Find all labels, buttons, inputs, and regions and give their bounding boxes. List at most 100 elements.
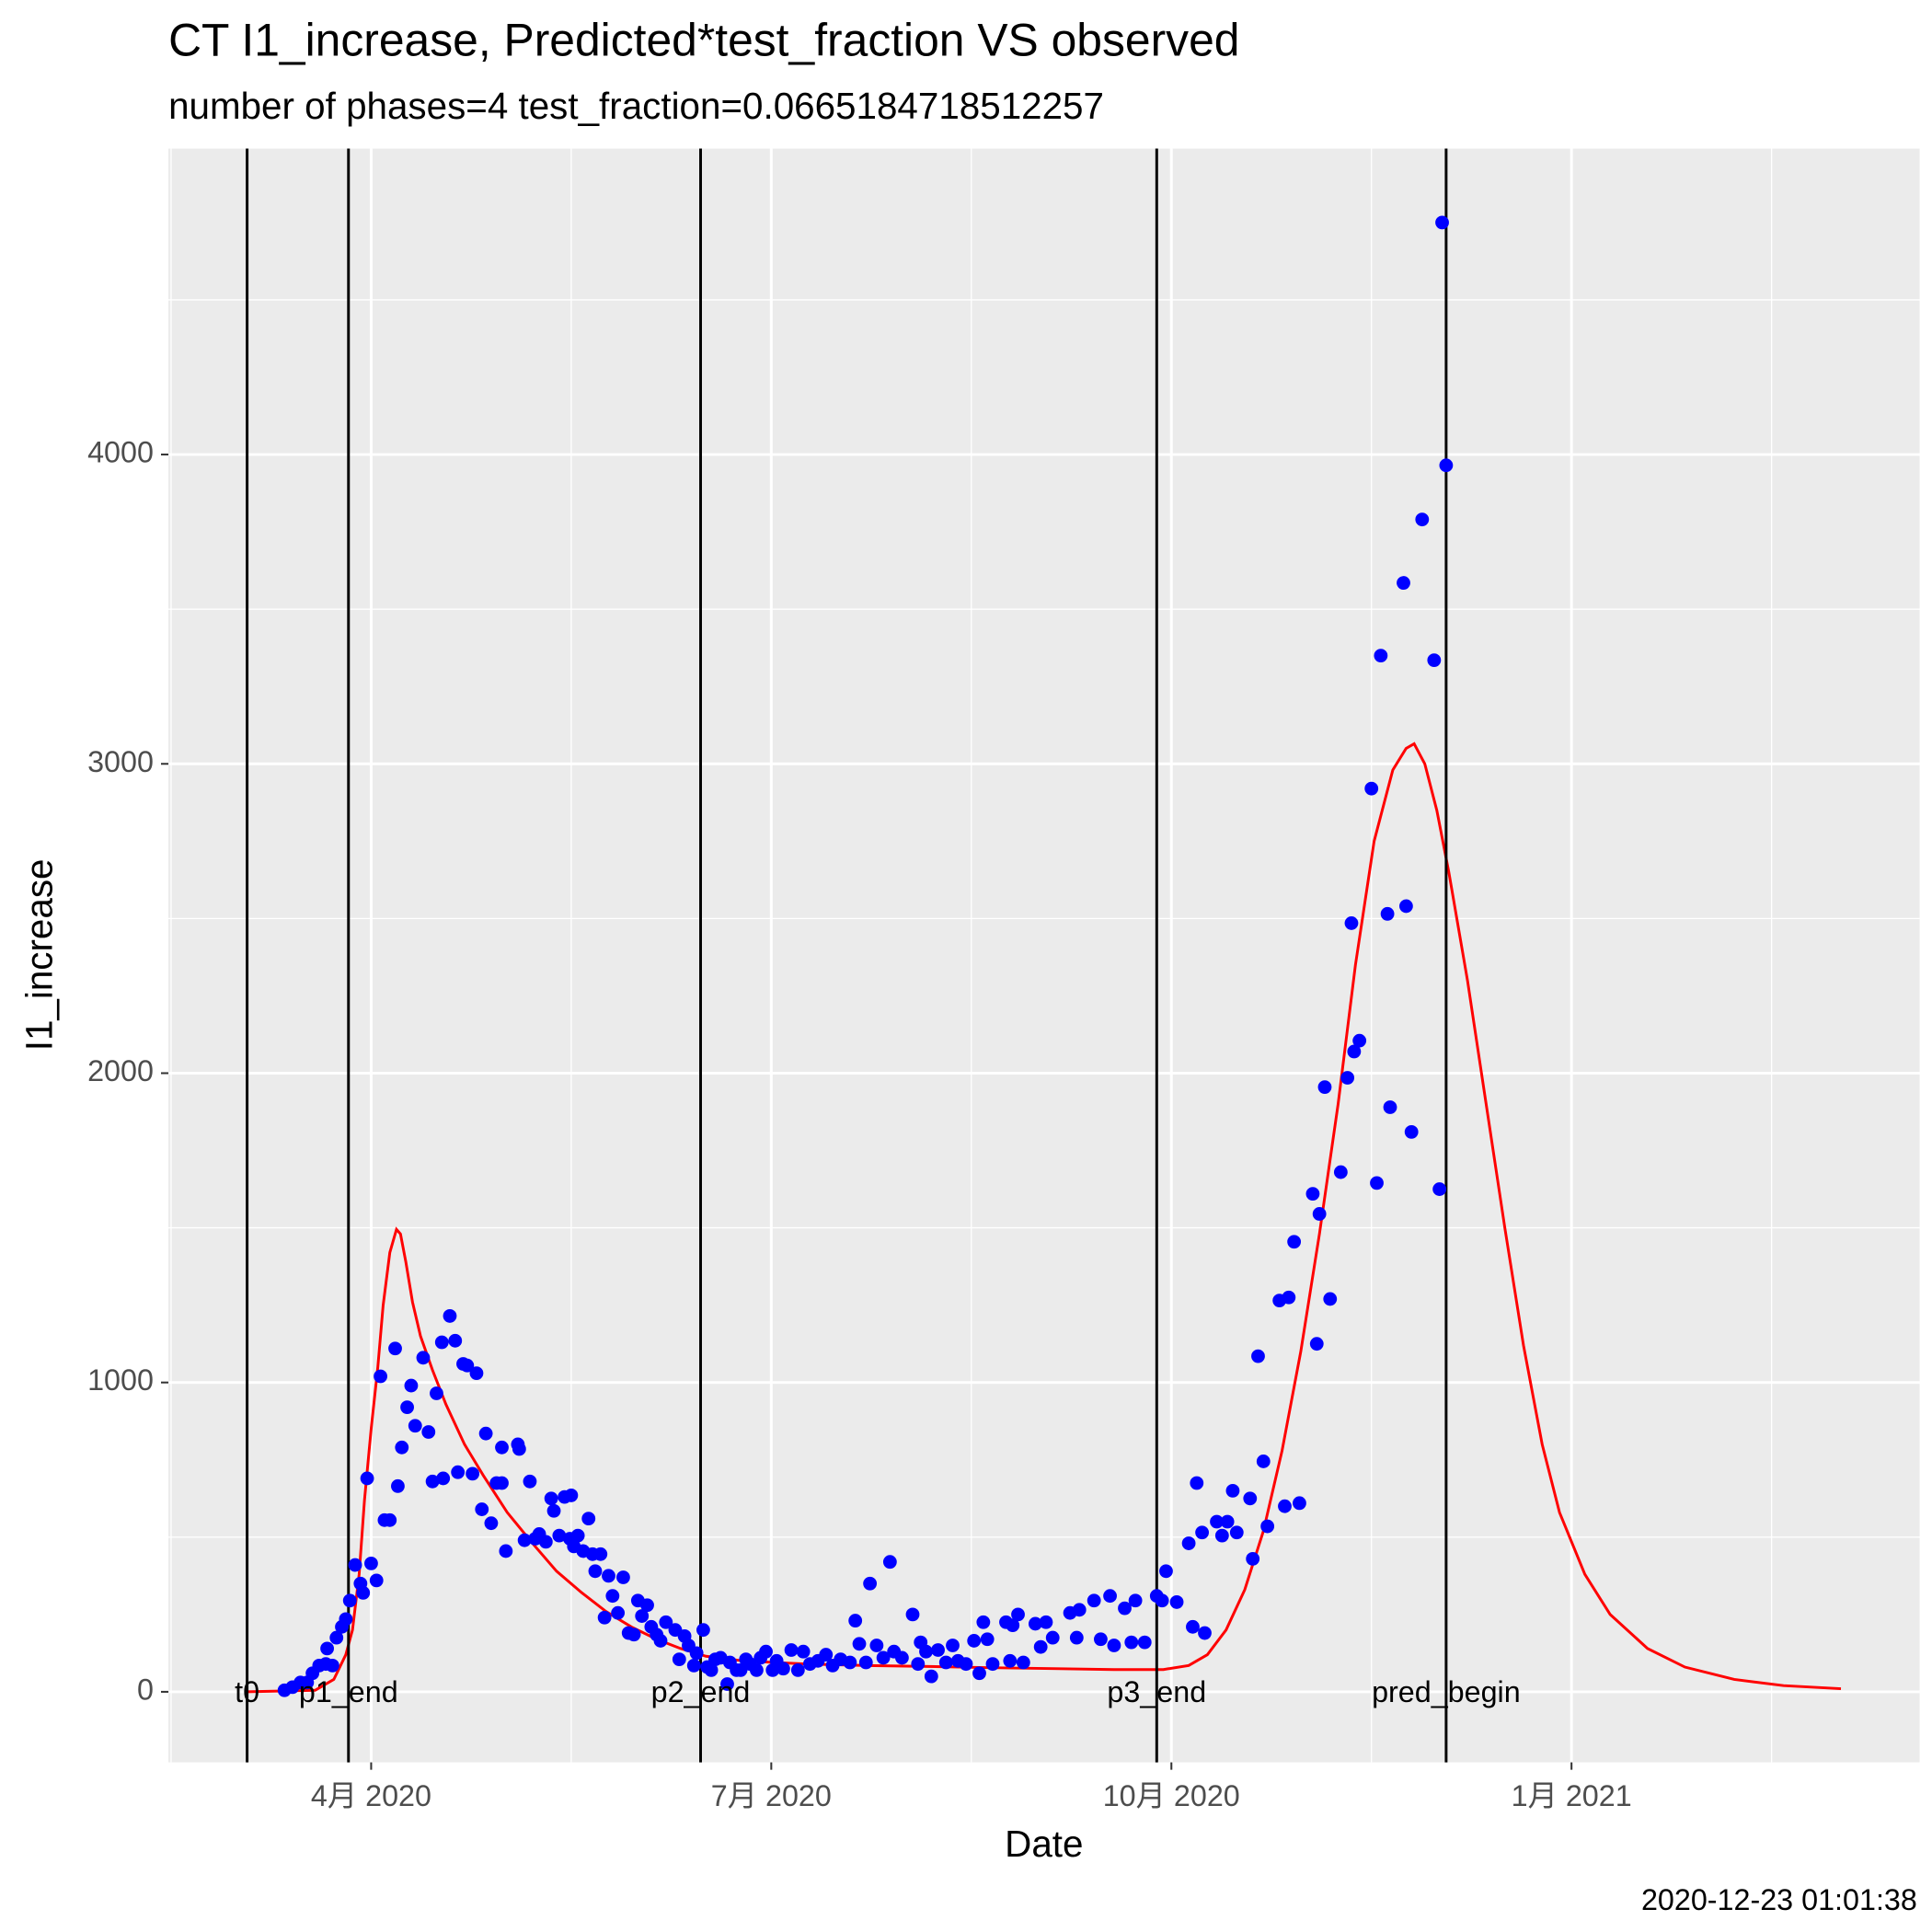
- observed-point: [342, 1593, 357, 1608]
- observed-point: [605, 1589, 620, 1604]
- y-tick-label: 2000: [87, 1054, 154, 1087]
- observed-point: [478, 1426, 493, 1441]
- observed-point: [356, 1585, 371, 1600]
- observed-point: [1435, 215, 1449, 230]
- observed-point: [1072, 1603, 1087, 1617]
- observed-point: [1198, 1626, 1212, 1640]
- observed-point: [1229, 1525, 1244, 1540]
- observed-point: [1181, 1536, 1196, 1550]
- observed-point: [448, 1333, 463, 1348]
- y-axis-label: I1_increase: [17, 859, 60, 1052]
- observed-point: [1195, 1525, 1210, 1540]
- observed-point: [776, 1662, 790, 1676]
- observed-point: [408, 1419, 422, 1433]
- phase-label: p3_end: [1107, 1675, 1206, 1708]
- observed-point: [1169, 1595, 1184, 1609]
- observed-point: [967, 1634, 982, 1648]
- observed-point: [672, 1652, 686, 1667]
- observed-point: [1124, 1635, 1139, 1650]
- observed-point: [689, 1646, 704, 1661]
- observed-point: [659, 1615, 673, 1629]
- observed-point: [848, 1614, 863, 1627]
- observed-point: [1087, 1593, 1101, 1608]
- y-tick-label: 1000: [87, 1363, 154, 1397]
- observed-point: [451, 1465, 466, 1479]
- observed-point: [329, 1630, 344, 1645]
- observed-point: [1103, 1589, 1117, 1604]
- observed-point: [1415, 512, 1430, 527]
- observed-point: [391, 1478, 405, 1493]
- observed-point: [627, 1627, 641, 1642]
- observed-point: [404, 1378, 419, 1393]
- observed-point: [475, 1502, 489, 1516]
- observed-point: [852, 1637, 867, 1651]
- x-axis-label: Date: [1005, 1823, 1083, 1865]
- observed-point: [1251, 1349, 1265, 1363]
- observed-point: [696, 1623, 710, 1638]
- observed-point: [400, 1400, 414, 1415]
- observed-point: [546, 1503, 561, 1518]
- observed-point: [611, 1605, 626, 1620]
- observed-point: [1094, 1632, 1108, 1647]
- observed-point: [523, 1474, 537, 1489]
- observed-point: [588, 1564, 603, 1579]
- observed-point: [1287, 1235, 1302, 1249]
- observed-point: [1210, 1514, 1224, 1529]
- observed-point: [1128, 1593, 1143, 1608]
- observed-point: [843, 1655, 857, 1670]
- observed-point: [1383, 1100, 1397, 1114]
- y-tick-label: 3000: [87, 745, 154, 778]
- observed-point: [1317, 1080, 1332, 1095]
- observed-point: [1137, 1635, 1152, 1650]
- observed-point: [784, 1643, 799, 1657]
- x-tick-label: 1月 2021: [1512, 1779, 1632, 1812]
- observed-point: [460, 1358, 475, 1373]
- observed-point: [374, 1369, 387, 1384]
- observed-point: [369, 1573, 384, 1588]
- observed-point: [863, 1576, 878, 1591]
- observed-point: [1214, 1528, 1229, 1543]
- panel: [168, 148, 1920, 1763]
- phase-label: t0: [235, 1675, 259, 1708]
- x-tick-label: 7月 2020: [711, 1779, 832, 1812]
- observed-point: [348, 1558, 362, 1572]
- observed-point: [1190, 1476, 1204, 1490]
- observed-point: [360, 1471, 374, 1486]
- observed-point: [564, 1489, 579, 1502]
- observed-point: [819, 1648, 834, 1662]
- observed-point: [602, 1569, 615, 1583]
- observed-point: [749, 1662, 764, 1677]
- observed-point: [364, 1556, 378, 1570]
- observed-point: [938, 1655, 953, 1670]
- observed-point: [495, 1440, 509, 1455]
- chart-subtitle: number of phases=4 test_fraction=0.06651…: [168, 85, 1104, 127]
- observed-point: [1243, 1491, 1258, 1506]
- observed-point: [466, 1466, 480, 1481]
- observed-point: [919, 1644, 933, 1659]
- observed-point: [1220, 1514, 1235, 1529]
- observed-point: [1352, 1033, 1367, 1048]
- observed-point: [1107, 1639, 1121, 1652]
- observed-point: [469, 1366, 484, 1381]
- observed-point: [1427, 653, 1442, 668]
- observed-point: [686, 1658, 701, 1673]
- observed-point: [1305, 1187, 1320, 1202]
- observed-point: [597, 1610, 612, 1625]
- observed-point: [388, 1341, 402, 1356]
- observed-point: [495, 1476, 509, 1490]
- observed-point: [1159, 1564, 1173, 1579]
- observed-point: [1016, 1655, 1030, 1670]
- observed-point: [383, 1512, 397, 1527]
- observed-point: [1364, 781, 1379, 796]
- observed-point: [425, 1474, 440, 1489]
- observed-point: [1155, 1593, 1169, 1608]
- observed-point: [436, 1471, 451, 1486]
- observed-point: [1397, 576, 1410, 590]
- observed-point: [704, 1662, 719, 1677]
- observed-point: [339, 1612, 353, 1627]
- observed-point: [1344, 916, 1359, 930]
- observed-point: [1370, 1176, 1384, 1190]
- phase-label: pred_begin: [1372, 1675, 1521, 1708]
- observed-point: [395, 1440, 409, 1455]
- observed-point: [1069, 1630, 1084, 1645]
